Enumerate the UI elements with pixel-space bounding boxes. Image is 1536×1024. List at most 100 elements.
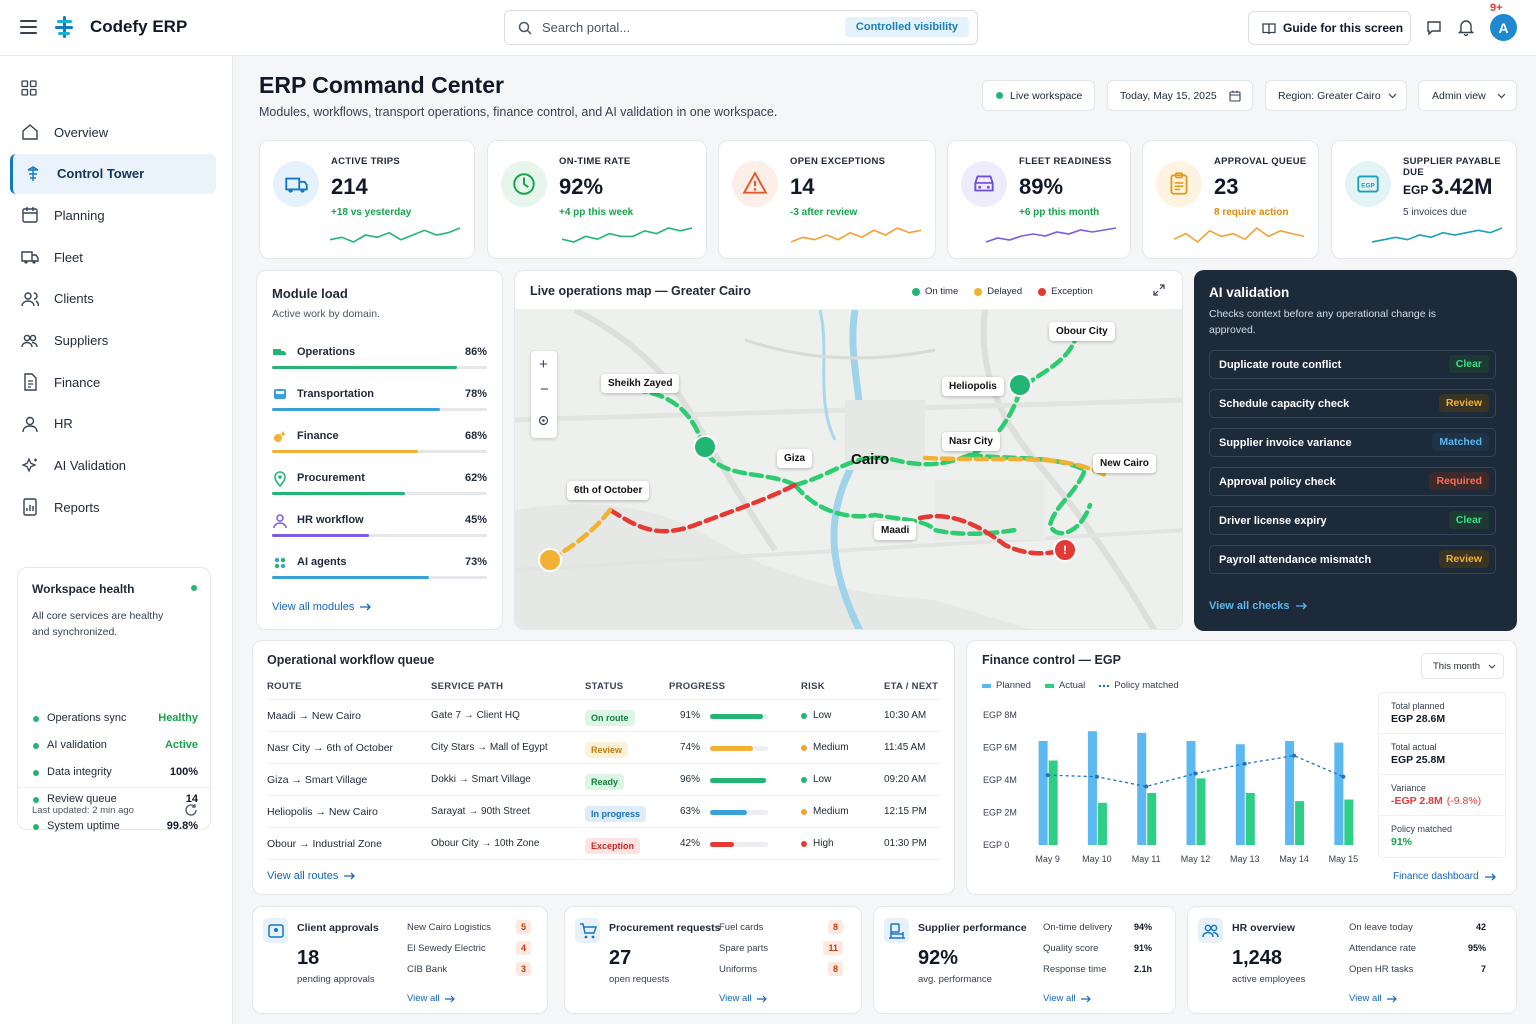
map-label-maadi[interactable]: Maadi (874, 521, 917, 540)
visibility-badge: Controlled visibility (844, 17, 969, 37)
sidebar-item-overview[interactable]: Overview (10, 112, 216, 152)
map-label-6th-of-october[interactable]: 6th of October (567, 481, 650, 500)
view-all-routes-link[interactable]: View all routes (267, 870, 356, 882)
map-label-new-cairo[interactable]: New Cairo (1093, 454, 1156, 473)
ai-check-supplier-invoice-variance[interactable]: Supplier invoice variance Matched (1209, 428, 1496, 457)
map-label-giza[interactable]: Giza (777, 449, 813, 468)
module-row-hr-workflow[interactable]: HR workflow 45% (272, 514, 487, 538)
x-tick-label: May 10 (1082, 854, 1112, 864)
sidebar-item-control-tower[interactable]: Control Tower (10, 153, 216, 194)
legend-swatch (982, 683, 991, 688)
live-workspace-chip[interactable]: Live workspace (982, 80, 1095, 111)
view-select[interactable]: Admin view (1418, 80, 1517, 111)
ai-check-schedule-capacity-check[interactable]: Schedule capacity check Review (1209, 389, 1496, 418)
kpi-card-on-time-rate[interactable]: ON-TIME RATE 92% +4 pp this week (487, 140, 707, 259)
sidebar-item-planning[interactable]: Planning (10, 195, 216, 235)
map-label-sheikh-zayed[interactable]: Sheikh Zayed (601, 374, 680, 393)
view-all-link[interactable]: View all (407, 993, 456, 1004)
avatar[interactable]: A (1490, 14, 1517, 41)
finance-legend-item: Policy matched (1099, 680, 1179, 691)
sidebar-item-reports[interactable]: Reports (10, 487, 216, 527)
policy-point (1045, 773, 1050, 778)
y-tick-label: EGP 8M (983, 710, 1017, 720)
zoom-out-icon[interactable]: − (540, 381, 549, 398)
table-row[interactable]: Giza → Smart Village Dokki → Smart Villag… (267, 764, 941, 796)
summary-card-client-approvals[interactable]: Client approvals 18 pending approvals New C… (252, 906, 548, 1014)
list-item[interactable]: Response time 2.1h (1043, 964, 1152, 975)
summary-card-supplier-performance[interactable]: Supplier performance 92% avg. performance O… (873, 906, 1176, 1014)
locate-icon[interactable] (537, 414, 550, 427)
list-item[interactable]: Spare parts 11 (719, 941, 843, 964)
module-row-ai-agents[interactable]: AI agents 73% (272, 556, 487, 580)
list-item[interactable]: CIB Bank 3 (407, 962, 531, 985)
menu-icon[interactable] (20, 19, 38, 35)
table-row[interactable]: Obour → Industrial Zone Obour City → 10th… (267, 828, 941, 860)
sidebar-item-suppliers[interactable]: Suppliers (10, 321, 216, 361)
list-item[interactable]: Fuel cards 8 (719, 920, 843, 943)
table-row[interactable]: Nasr City → 6th of October City Stars → M… (267, 732, 941, 764)
sidebar-item-finance[interactable]: Finance (10, 362, 216, 402)
kpi-card-approval-queue[interactable]: APPROVAL QUEUE 23 8 require action (1142, 140, 1319, 259)
kpi-card-fleet-readiness[interactable]: FLEET READINESS 89% +6 pp this month (947, 140, 1131, 259)
list-item[interactable]: On leave today 42 (1349, 922, 1486, 933)
ai-check-driver-license-expiry[interactable]: Driver license expiry Clear (1209, 506, 1496, 535)
map-canvas[interactable]: ! (515, 310, 1183, 630)
bar-planned (1235, 744, 1245, 845)
ai-check-approval-policy-check[interactable]: Approval policy check Required (1209, 467, 1496, 496)
sidebar-item-clients[interactable]: Clients (10, 279, 216, 319)
bell-icon[interactable] (1458, 19, 1474, 36)
view-all-checks-link[interactable]: View all checks (1209, 600, 1308, 612)
list-item[interactable]: El Sewedy Electric 4 (407, 941, 531, 964)
kpi-card-active-trips[interactable]: ACTIVE TRIPS 214 +18 vs yesterday (259, 140, 475, 259)
ai-check-payroll-attendance-mismatch[interactable]: Payroll attendance mismatch Review (1209, 545, 1496, 574)
list-item[interactable]: Attendance rate 95% (1349, 943, 1486, 954)
finance-stat: Total planned EGP 28.6M (1379, 693, 1505, 734)
search-input[interactable]: Search portal... (542, 20, 631, 35)
sidebar-item-hr[interactable]: HR (10, 404, 216, 444)
apps-grid-icon[interactable] (21, 80, 37, 96)
zoom-in-icon[interactable]: + (539, 356, 548, 373)
view-all-modules-link[interactable]: View all modules (272, 601, 372, 613)
module-row-procurement[interactable]: Procurement 62% (272, 471, 487, 496)
kpi-value: EGP 3.42M (1403, 174, 1493, 199)
list-item[interactable]: Quality score 91% (1043, 943, 1152, 954)
chat-icon[interactable] (1426, 20, 1442, 36)
region-select[interactable]: Region: Greater Cairo (1265, 80, 1407, 111)
map-label-heliopolis[interactable]: Heliopolis (942, 377, 1004, 396)
view-all-link[interactable]: View all (719, 993, 768, 1004)
sidebar-item-ai-validation[interactable]: AI Validation (10, 446, 216, 486)
module-row-operations[interactable]: Operations 86% (272, 346, 487, 370)
finance-dashboard-link[interactable]: Finance dashboard (1393, 871, 1497, 882)
view-all-link[interactable]: View all (1043, 993, 1092, 1004)
summary-card-hr-overview[interactable]: HR overview 1,248 active employees On leave… (1187, 906, 1517, 1014)
list-item[interactable]: On-time delivery 94% (1043, 922, 1152, 933)
view-all-link[interactable]: View all (1349, 993, 1398, 1004)
list-item[interactable]: Uniforms 8 (719, 962, 843, 985)
kpi-card-open-exceptions[interactable]: OPEN EXCEPTIONS 14 -3 after review (718, 140, 936, 259)
kpi-card-supplier-payable-due[interactable]: EGP SUPPLIER PAYABLE DUE EGP 3.42M 5 invoice… (1331, 140, 1517, 259)
eta-cell: 11:45 AM (884, 742, 926, 753)
status-dot (33, 743, 39, 749)
period-select[interactable]: This month (1421, 653, 1504, 679)
list-item[interactable]: Open HR tasks 7 (1349, 964, 1486, 975)
table-row[interactable]: Heliopolis → New Cairo Sarayat → 90th Str… (267, 796, 941, 828)
list-item[interactable]: New Cairo Logistics 5 (407, 920, 531, 943)
workflow-queue-card: Operational workflow queue ROUTE SERVICE… (252, 640, 955, 895)
module-row-transportation[interactable]: Transportation 78% (272, 388, 487, 412)
table-row[interactable]: Maadi → New Cairo Gate 7 → Client HQ On ro… (267, 700, 941, 732)
map-label-nasr-city[interactable]: Nasr City (942, 432, 1000, 451)
module-row-finance[interactable]: Finance 68% (272, 430, 487, 454)
risk-cell: Low (813, 774, 832, 785)
date-picker[interactable]: Today, May 15, 2025 (1107, 80, 1253, 111)
risk-cell: Medium (813, 742, 849, 753)
search-bar[interactable]: Search portal... Controlled visibility (504, 10, 978, 45)
supplier-icon (20, 331, 40, 351)
summary-card-procurement-requests[interactable]: Procurement requests 27 open requests Fuel … (564, 906, 862, 1014)
ai-check-duplicate-route-conflict[interactable]: Duplicate route conflict Clear (1209, 350, 1496, 379)
kpi-trend: +18 vs yesterday (331, 207, 412, 218)
expand-icon[interactable] (1153, 284, 1165, 296)
sidebar-item-fleet[interactable]: Fleet (10, 237, 216, 277)
guide-button[interactable]: Guide for this screen (1248, 11, 1411, 45)
refresh-icon[interactable] (184, 803, 197, 816)
map-label-obour-city[interactable]: Obour City (1049, 322, 1115, 341)
